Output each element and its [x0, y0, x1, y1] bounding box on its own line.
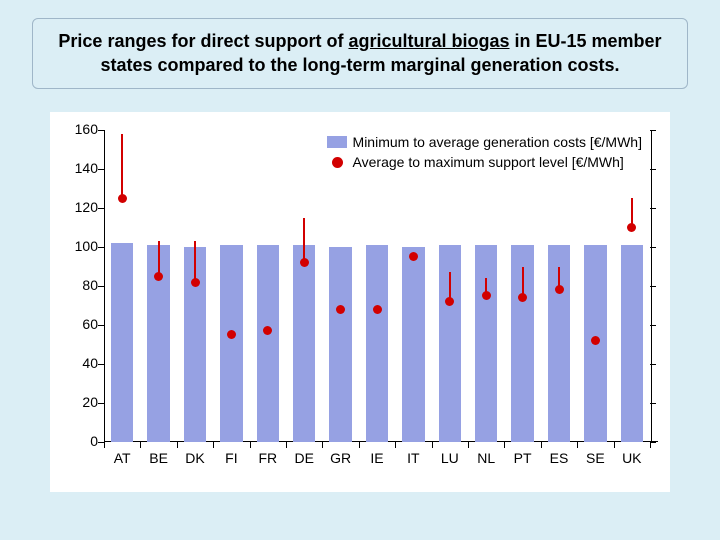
y-tick	[98, 130, 104, 131]
title-underlined: agricultural biogas	[348, 31, 509, 51]
x-tick	[140, 442, 141, 448]
slide-title: Price ranges for direct support of agric…	[51, 29, 669, 78]
support-dot-dk	[191, 278, 200, 287]
x-axis-label-fr: FR	[258, 450, 277, 466]
x-axis-label-ie: IE	[370, 450, 383, 466]
title-prefix: Price ranges for direct support of	[58, 31, 348, 51]
support-dot-es	[555, 285, 564, 294]
y-tick-right	[650, 247, 656, 248]
y-axis-label: 60	[50, 316, 98, 332]
support-range-dk	[194, 241, 196, 282]
x-tick	[504, 442, 505, 448]
title-box: Price ranges for direct support of agric…	[32, 18, 688, 89]
support-dot-at	[118, 194, 127, 203]
x-axis-label-dk: DK	[185, 450, 204, 466]
chart-plot-area: Minimum to average generation costs [€/M…	[104, 130, 650, 442]
x-tick	[250, 442, 251, 448]
y-tick-right	[650, 325, 656, 326]
legend-swatch-box	[327, 136, 347, 148]
x-tick	[177, 442, 178, 448]
support-range-at	[121, 134, 123, 198]
bar-nl	[475, 245, 498, 442]
legend-label: Minimum to average generation costs [€/M…	[353, 134, 642, 150]
x-axis-label-uk: UK	[622, 450, 641, 466]
bar-fr	[257, 245, 280, 442]
x-tick	[614, 442, 615, 448]
legend-item-support-level: Average to maximum support level [€/MWh]	[327, 152, 642, 172]
x-axis-label-lu: LU	[441, 450, 459, 466]
x-axis-label-pt: PT	[514, 450, 532, 466]
x-tick	[359, 442, 360, 448]
y-axis-label: 0	[50, 433, 98, 449]
x-axis-label-at: AT	[114, 450, 131, 466]
y-tick	[98, 247, 104, 248]
chart-panel: Minimum to average generation costs [€/M…	[50, 112, 670, 492]
legend-item-generation-costs: Minimum to average generation costs [€/M…	[327, 132, 642, 152]
y-axis-label: 160	[50, 121, 98, 137]
x-axis-label-it: IT	[407, 450, 419, 466]
bar-fi	[220, 245, 243, 442]
legend-swatch-dot	[332, 157, 343, 168]
bar-uk	[621, 245, 644, 442]
y-axis-label: 140	[50, 160, 98, 176]
support-dot-de	[300, 258, 309, 267]
x-axis-label-es: ES	[550, 450, 569, 466]
x-axis-label-gr: GR	[330, 450, 351, 466]
x-axis-label-nl: NL	[477, 450, 495, 466]
x-tick	[650, 442, 651, 448]
y-axis-label: 40	[50, 355, 98, 371]
y-tick	[98, 208, 104, 209]
x-tick	[468, 442, 469, 448]
y-tick-right	[650, 286, 656, 287]
x-tick	[213, 442, 214, 448]
y-tick	[98, 325, 104, 326]
support-dot-uk	[627, 223, 636, 232]
chart-legend: Minimum to average generation costs [€/M…	[327, 132, 642, 172]
bar-it	[402, 247, 425, 442]
y-axis-label: 20	[50, 394, 98, 410]
slide-root: Price ranges for direct support of agric…	[0, 0, 720, 540]
x-axis-label-fi: FI	[225, 450, 237, 466]
support-dot-ie	[373, 305, 382, 314]
y-tick-right	[650, 208, 656, 209]
y-tick-right	[650, 169, 656, 170]
support-dot-be	[154, 272, 163, 281]
bar-at	[111, 243, 134, 442]
y-tick	[98, 364, 104, 365]
x-tick	[104, 442, 105, 448]
bar-ie	[366, 245, 389, 442]
y-tick	[98, 403, 104, 404]
y-tick	[98, 169, 104, 170]
x-tick	[395, 442, 396, 448]
y-axis-label: 120	[50, 199, 98, 215]
bar-gr	[329, 247, 352, 442]
y-axis-label: 80	[50, 277, 98, 293]
y-tick-right	[650, 130, 656, 131]
y-axis	[104, 130, 105, 442]
y-axis-label: 100	[50, 238, 98, 254]
y-tick	[98, 286, 104, 287]
x-axis-label-se: SE	[586, 450, 605, 466]
support-range-de	[303, 218, 305, 263]
x-tick	[432, 442, 433, 448]
x-tick	[286, 442, 287, 448]
x-tick	[541, 442, 542, 448]
y-tick-right	[650, 403, 656, 404]
x-axis-label-be: BE	[149, 450, 168, 466]
x-tick	[322, 442, 323, 448]
support-dot-se	[591, 336, 600, 345]
x-axis-label-de: DE	[294, 450, 313, 466]
x-tick	[577, 442, 578, 448]
legend-label: Average to maximum support level [€/MWh]	[353, 154, 624, 170]
support-dot-nl	[482, 291, 491, 300]
bar-de	[293, 245, 316, 442]
support-range-be	[158, 241, 160, 276]
support-dot-gr	[336, 305, 345, 314]
y-tick-right	[650, 364, 656, 365]
